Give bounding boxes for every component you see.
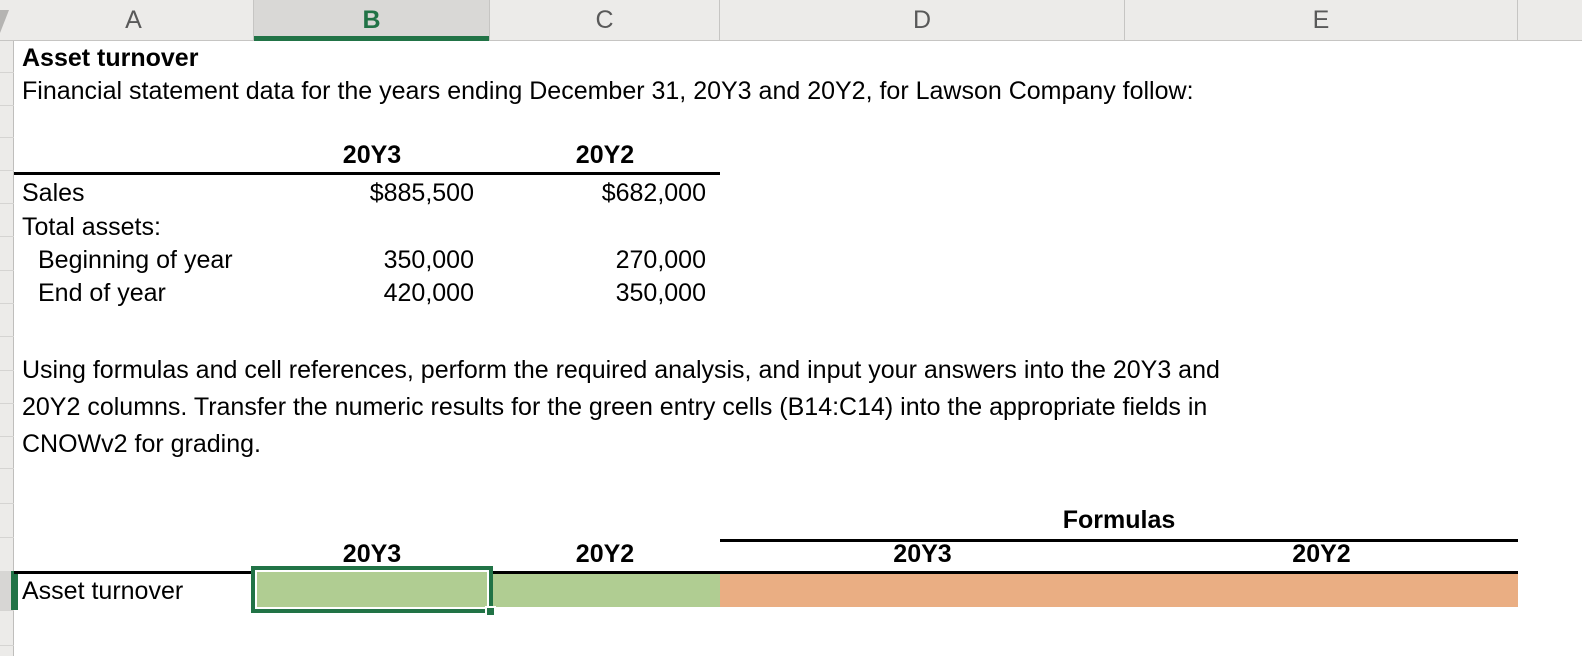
column-letter: C	[595, 6, 614, 34]
column-header-b[interactable]: B	[254, 0, 490, 41]
entry-cell-b14-selected[interactable]	[251, 566, 493, 613]
row-gridline	[0, 72, 14, 73]
row-label-beginning-of-year[interactable]: Beginning of year	[38, 246, 233, 274]
row-gridline	[0, 137, 14, 138]
select-all-corner-icon[interactable]	[0, 10, 9, 33]
answer-row-label[interactable]: Asset turnover	[22, 577, 184, 605]
cell-end-20y3[interactable]: 420,000	[383, 279, 474, 307]
instructions-line-1: Using formulas and cell references, perf…	[22, 356, 1220, 384]
column-letter: E	[1312, 6, 1330, 34]
selected-column-underline	[254, 36, 489, 41]
row-gridline	[0, 403, 14, 404]
row-gridline	[0, 468, 14, 469]
cell-intro[interactable]: Financial statement data for the years e…	[22, 77, 1194, 105]
row-label-total-assets[interactable]: Total assets:	[22, 213, 161, 241]
row-header-strip[interactable]	[0, 41, 14, 656]
row-gridline	[0, 336, 14, 337]
cell-beginning-20y3[interactable]: 350,000	[383, 246, 474, 274]
row-gridline	[0, 370, 14, 371]
row-gridline	[0, 105, 14, 106]
cell-sales-20y3[interactable]: $885,500	[369, 179, 474, 207]
row-label-end-of-year[interactable]: End of year	[38, 279, 166, 307]
column-header-d[interactable]: D	[720, 0, 1125, 41]
selection-fill-handle[interactable]	[485, 606, 496, 617]
formula-header-20y3[interactable]: 20Y3	[893, 540, 952, 568]
row-gridline	[0, 236, 14, 237]
row-gridline	[0, 537, 14, 538]
column-header-bar: A B C D E	[0, 0, 1582, 41]
active-row-header-shading	[0, 571, 14, 610]
column-header-e[interactable]: E	[1125, 0, 1518, 41]
cell-title[interactable]: Asset turnover	[22, 44, 199, 72]
formulas-underline	[720, 539, 1518, 542]
instructions-text: Using formulas and cell references, perf…	[22, 352, 1522, 463]
cell-sales-20y2[interactable]: $682,000	[601, 179, 706, 207]
entry-cell-c14[interactable]	[490, 574, 720, 607]
formula-cell-e14[interactable]	[1125, 574, 1518, 607]
column-letter: D	[912, 6, 932, 34]
column-header-a[interactable]: A	[14, 0, 254, 41]
column-letter: A	[125, 6, 142, 34]
answer-row-top-border	[14, 571, 1518, 574]
instructions-line-2: 20Y2 columns. Transfer the numeric resul…	[22, 393, 1208, 421]
column-letter: B	[362, 6, 381, 34]
row-gridline	[0, 436, 14, 437]
table-header-20y3[interactable]: 20Y3	[342, 141, 402, 169]
instructions-line-3: CNOWv2 for grading.	[22, 430, 261, 458]
cell-end-20y2[interactable]: 350,000	[615, 279, 706, 307]
row-gridline	[0, 270, 14, 271]
formulas-header: Formulas	[1062, 506, 1176, 534]
row-gridline	[0, 610, 14, 611]
active-row-indicator	[11, 571, 18, 610]
answer-header-20y2[interactable]: 20Y2	[575, 540, 635, 568]
row-gridline	[0, 303, 14, 304]
formula-header-20y2[interactable]: 20Y2	[1292, 540, 1351, 568]
row-gridline	[0, 203, 14, 204]
row-gridline	[0, 503, 14, 504]
formula-cell-d14[interactable]	[720, 574, 1125, 607]
cell-beginning-20y2[interactable]: 270,000	[615, 246, 706, 274]
answer-header-20y3[interactable]: 20Y3	[342, 540, 402, 568]
table-header-underline	[14, 172, 720, 175]
row-gridline	[0, 170, 14, 171]
row-label-sales[interactable]: Sales	[22, 179, 85, 207]
column-header-c[interactable]: C	[490, 0, 720, 41]
table-header-20y2[interactable]: 20Y2	[575, 141, 635, 169]
row-gridline	[0, 645, 14, 646]
